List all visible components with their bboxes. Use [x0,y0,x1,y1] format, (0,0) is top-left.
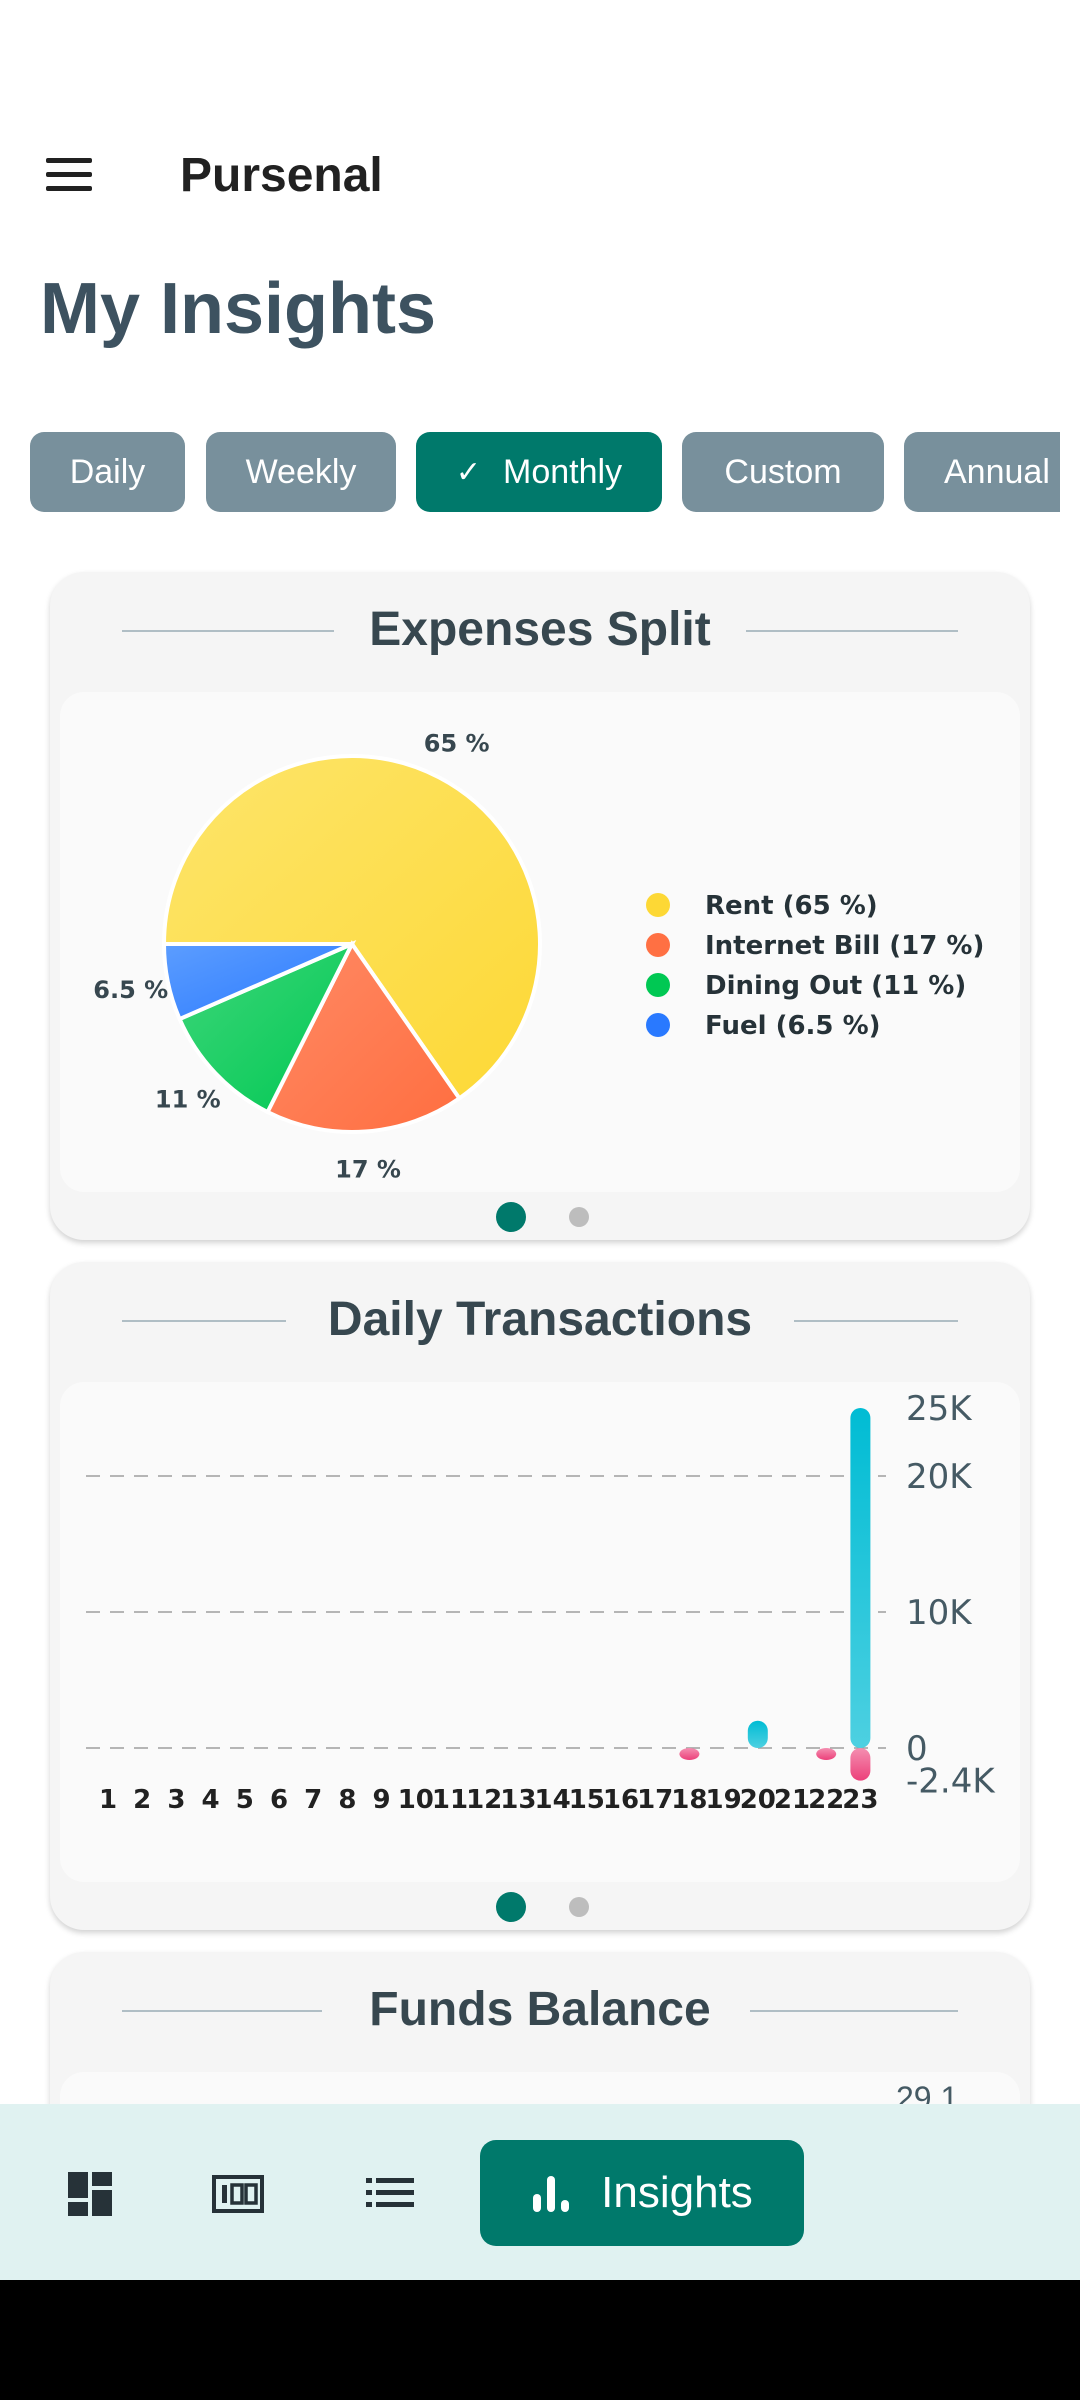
x-tick-label: 9 [373,1785,391,1815]
card-header: Daily Transactions [50,1262,1030,1382]
divider-line [122,2010,322,2012]
x-tick-label: 23 [842,1785,878,1815]
card-title: Funds Balance [369,1983,711,2036]
chip-custom[interactable]: Custom [682,432,884,512]
divider-line [750,2010,958,2012]
x-tick-label: 2 [133,1785,151,1815]
y-tick-label: 20K [906,1457,973,1497]
y-tick-label: 0 [906,1729,928,1769]
y-tick-label: 10K [906,1593,973,1633]
chip-weekly[interactable]: Weekly [206,432,396,512]
x-tick-label: 12 [466,1785,502,1815]
chip-label: Annual [944,452,1050,491]
pie-slice-dining-out[interactable] [176,939,357,1115]
chip-label: Monthly [503,452,623,491]
pie-slice-label: 65 % [424,730,490,758]
nav-insights-label: Insights [601,2168,753,2217]
expenses-split-card: Expenses Split 65 % 17 % 11 % 6.5 % Rent (6… [50,572,1030,1240]
x-tick-label: 6 [270,1785,288,1815]
pager-dot-active[interactable] [496,1892,526,1922]
chip-label: Daily [69,452,146,491]
divider-line [122,630,334,632]
pager-dots [50,1892,1030,1922]
x-tick-label: 11 [432,1785,468,1815]
chip-label: Custom [724,452,842,491]
pager-dots [50,1202,1030,1232]
x-tick-label: 1 [99,1785,117,1815]
pie-slice-internet-bill[interactable] [264,940,463,1134]
bar-day-20[interactable] [747,1720,768,1748]
divider-line [746,630,958,632]
x-tick-label: 19 [706,1785,742,1815]
legend-swatch [646,933,670,957]
card-title: Expenses Split [369,603,711,656]
x-tick-label: 3 [167,1785,185,1815]
divider-line [122,1320,286,1322]
y-tick-label: 25K [906,1389,973,1429]
x-tick-label: 15 [569,1785,605,1815]
legend-entry: Fuel (6.5 %) [705,1011,881,1041]
x-tick-label: 5 [236,1785,254,1815]
card-title: Daily Transactions [327,1293,753,1346]
x-tick-label: 10 [398,1785,434,1815]
legend-swatch [646,973,670,997]
legend-entry: Rent (65 %) [705,891,878,921]
pie-slice-rent[interactable] [161,754,542,1102]
card-header: Expenses Split [50,572,1030,692]
system-navigation-bar [0,2280,1080,2400]
legend-swatch [646,1013,670,1037]
period-filter-chips: Daily Weekly ✓ Monthly Custom Annual [0,432,1060,512]
x-tick-label: 13 [500,1785,536,1815]
dashboard-icon[interactable] [66,2170,114,2218]
pie-slice-fuel[interactable] [161,942,353,1022]
pie-slice-label: 17 % [335,1155,401,1183]
bottom-navigation: Insights [0,2104,1080,2280]
x-tick-label: 17 [637,1785,673,1815]
x-tick-label: 16 [603,1785,639,1815]
pager-dot[interactable] [569,1897,589,1917]
legend-swatch [646,893,670,917]
x-tick-label: 7 [304,1785,322,1815]
bar-day-18[interactable] [679,1748,700,1760]
expenses-pie-chart: 65 % 17 % 11 % 6.5 % Rent (65 %) Internet Bi… [93,730,984,1184]
chip-monthly[interactable]: ✓ Monthly [416,432,662,512]
check-icon: ✓ [455,455,482,489]
list-icon[interactable] [366,2176,414,2210]
chip-annual[interactable]: Annual [904,432,1060,512]
bar-day-22[interactable] [816,1748,837,1760]
bar-day-23[interactable] [850,1408,871,1748]
bar-chart-icon [533,2176,570,2212]
x-tick-label: 21 [774,1785,810,1815]
pager-dot[interactable] [569,1207,589,1227]
page-title: My Insights [40,269,437,349]
x-tick-label: 18 [671,1785,707,1815]
y-tick-label: -2.4K [906,1762,996,1802]
x-tick-label: 14 [535,1785,571,1815]
divider-line [794,1320,958,1322]
daily-transactions-card: Daily Transactions 1 2 3 4 5 6 7 8 9 10 11 12 13 14 15… [50,1262,1030,1930]
app-bar: Pursenal [0,130,1080,220]
nav-insights-button[interactable]: Insights [480,2140,804,2246]
x-tick-label: 4 [202,1785,220,1815]
x-tick-label: 20 [740,1785,776,1815]
bar-day-23[interactable] [850,1748,871,1781]
menu-icon[interactable] [46,158,92,192]
x-tick-label: 8 [338,1785,356,1815]
chip-label: Weekly [245,452,357,491]
pie-chart-area: 65 % 17 % 11 % 6.5 % Rent (65 %) Internet Bi… [60,692,1020,1192]
legend-entry: Dining Out (11 %) [705,971,966,1001]
pie-slice-label: 11 % [155,1085,221,1113]
legend-entry: Internet Bill (17 %) [705,931,984,961]
x-tick-label: 22 [808,1785,844,1815]
counter-icon[interactable] [212,2174,264,2214]
pager-dot-active[interactable] [496,1202,526,1232]
chip-daily[interactable]: Daily [30,432,185,512]
app-title: Pursenal [180,149,383,202]
card-header: Funds Balance [50,1952,1030,2072]
bar-chart-area: 1 2 3 4 5 6 7 8 9 10 11 12 13 14 15 16 17 18 19 20 21 22 23 25… [60,1382,1020,1882]
pie-slice-label: 6.5 % [93,976,168,1004]
